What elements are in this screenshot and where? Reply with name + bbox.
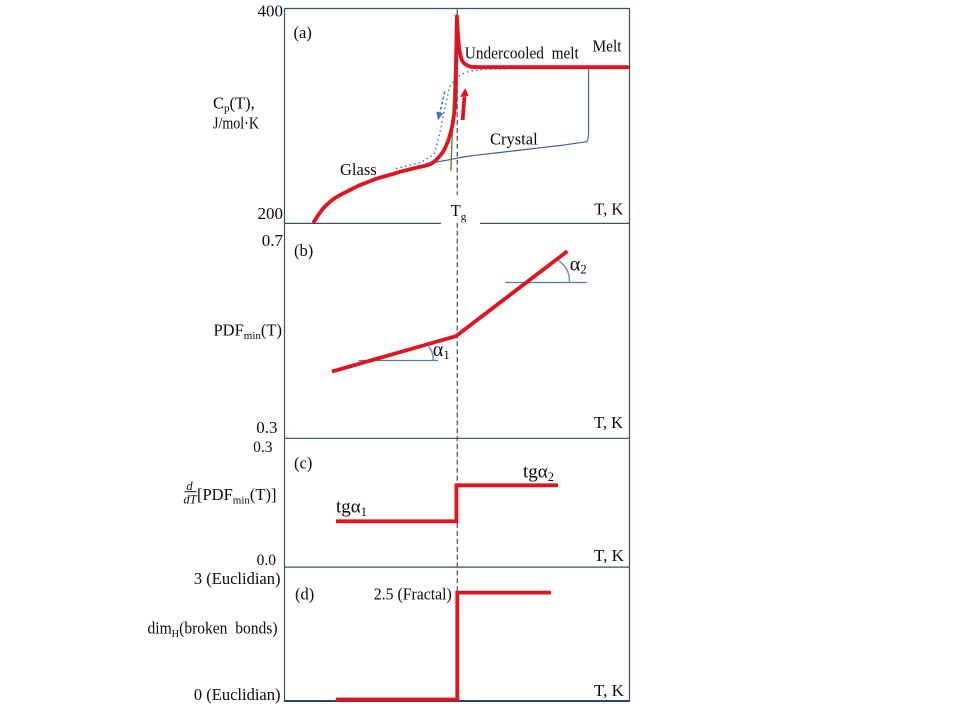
svg-text:tgα1: tgα1 [336, 497, 367, 520]
svg-text:400: 400 [258, 2, 284, 21]
svg-text:Crystal: Crystal [490, 130, 538, 149]
svg-text:(a): (a) [294, 23, 312, 42]
svg-text:Glass: Glass [340, 160, 377, 179]
svg-text:Undercooled melt: Undercooled melt [465, 44, 579, 63]
svg-text:α1: α1 [433, 339, 450, 362]
svg-text:2.5 (Fractal): 2.5 (Fractal) [374, 585, 452, 604]
svg-text:d: d [186, 479, 193, 493]
svg-text:0.3: 0.3 [253, 439, 273, 456]
svg-text:0.7: 0.7 [262, 231, 284, 250]
svg-text:Cp(T),: Cp(T), [213, 94, 255, 115]
svg-text:J/mol·K: J/mol·K [213, 114, 259, 133]
svg-text:tgα2: tgα2 [523, 462, 554, 485]
svg-text:T, K: T, K [594, 199, 623, 218]
svg-text:[PDFmin(T)]: [PDFmin(T)] [197, 485, 276, 507]
svg-text:(d): (d) [295, 585, 314, 604]
svg-text:0.3: 0.3 [256, 418, 277, 437]
svg-text:dimH(broken bonds): dimH(broken bonds) [148, 619, 278, 641]
svg-text:3 (Euclidian): 3 (Euclidian) [194, 569, 281, 588]
svg-text:T, K: T, K [594, 681, 624, 700]
svg-text:PDFmin(T): PDFmin(T) [214, 321, 282, 343]
svg-text:α2: α2 [570, 253, 587, 276]
svg-text:dT: dT [183, 493, 197, 507]
svg-text:(b): (b) [294, 241, 313, 260]
svg-text:0 (Euclidian): 0 (Euclidian) [194, 685, 281, 704]
svg-text:0.0: 0.0 [257, 552, 277, 569]
svg-text:(c): (c) [294, 454, 312, 473]
svg-text:Melt: Melt [593, 37, 622, 56]
svg-text:T, K: T, K [594, 413, 623, 432]
svg-text:200: 200 [258, 204, 284, 223]
svg-text:T, K: T, K [594, 546, 624, 565]
